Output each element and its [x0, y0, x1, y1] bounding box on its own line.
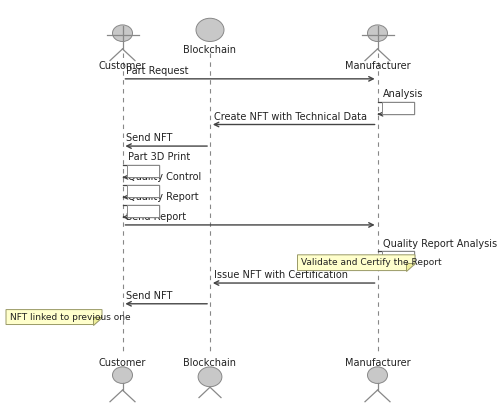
Text: Analysis: Analysis	[383, 89, 424, 99]
Polygon shape	[93, 317, 102, 325]
Text: Quality Report: Quality Report	[128, 192, 198, 202]
Text: Part 3D Print: Part 3D Print	[128, 152, 190, 162]
FancyBboxPatch shape	[382, 251, 414, 264]
Circle shape	[368, 25, 388, 42]
Text: Send Report: Send Report	[126, 212, 186, 222]
Text: Create NFT with Technical Data: Create NFT with Technical Data	[214, 112, 367, 122]
FancyBboxPatch shape	[126, 165, 159, 177]
FancyBboxPatch shape	[382, 102, 414, 114]
Circle shape	[196, 18, 224, 42]
FancyBboxPatch shape	[126, 205, 159, 217]
Circle shape	[112, 367, 132, 383]
Text: Issue NFT with Certification: Issue NFT with Certification	[214, 270, 348, 280]
Text: Manufacturer: Manufacturer	[344, 61, 410, 71]
Polygon shape	[6, 310, 102, 325]
Text: Part Request: Part Request	[126, 66, 189, 76]
Text: Blockchain: Blockchain	[184, 45, 236, 55]
Circle shape	[112, 25, 132, 42]
Text: Manufacturer: Manufacturer	[344, 358, 410, 368]
Text: Quality Report Analysis: Quality Report Analysis	[383, 239, 497, 249]
FancyBboxPatch shape	[126, 185, 159, 197]
Text: Customer: Customer	[99, 358, 146, 368]
Polygon shape	[298, 255, 415, 271]
Circle shape	[198, 367, 222, 387]
Text: NFT linked to previous one: NFT linked to previous one	[10, 312, 130, 322]
Text: Send NFT: Send NFT	[126, 291, 173, 301]
Text: Customer: Customer	[99, 61, 146, 71]
Text: Blockchain: Blockchain	[184, 358, 236, 368]
Text: Validate and Certify the Report: Validate and Certify the Report	[301, 258, 442, 267]
Text: Send NFT: Send NFT	[126, 133, 173, 143]
Text: Quality Control: Quality Control	[128, 172, 201, 182]
Polygon shape	[406, 263, 415, 271]
Circle shape	[368, 367, 388, 383]
